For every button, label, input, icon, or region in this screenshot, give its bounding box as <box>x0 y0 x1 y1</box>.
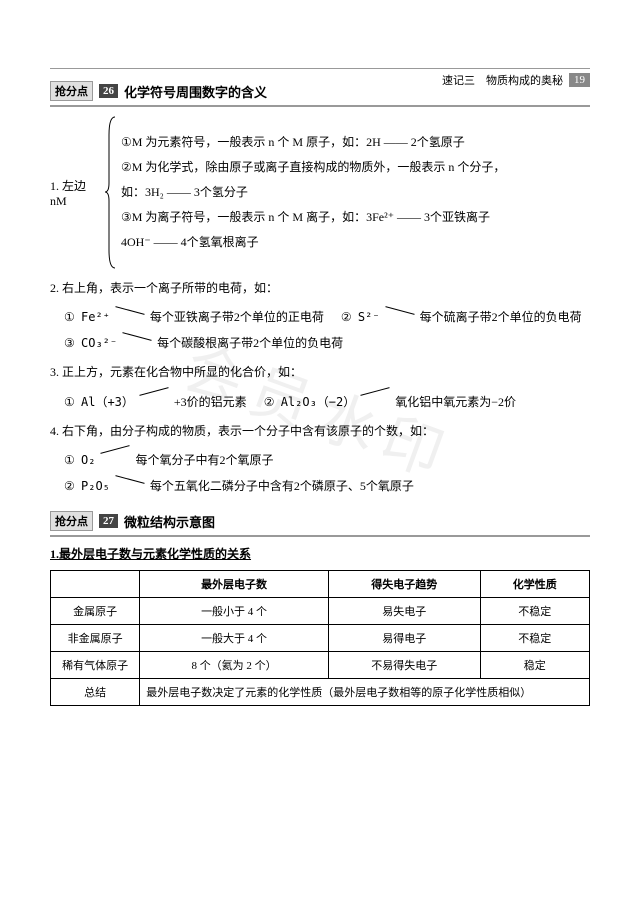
table-cell: 易得电子 <box>328 625 480 652</box>
section-27-title: 抢分点 27 微粒结构示意图 <box>50 511 590 537</box>
annot-desc: 氧化铝中氧元素为−2价 <box>395 393 516 411</box>
annot-desc: 每个氧分子中有2个氧原子 <box>135 451 273 469</box>
table-row: 金属原子 一般小于 4 个 易失电子 不稳定 <box>51 598 590 625</box>
annot-row: ② Al₂O₃（−2） 氧化铝中氧元素为−2价 <box>264 393 516 411</box>
table-header: 最外层电子数 <box>140 571 329 598</box>
brace-row: ②M 为化学式，除由原子或离子直接构成的物质外，一般表示 n 个分子， <box>121 158 590 177</box>
circ-num: ① <box>64 393 78 411</box>
table-cell: 非金属原子 <box>51 625 140 652</box>
table-cell: 稳定 <box>480 652 589 679</box>
lead-formula: CO₃²⁻ <box>81 334 117 352</box>
tag-label: 抢分点 <box>50 81 93 101</box>
table-summary-text: 最外层电子数决定了元素的化学性质（最外层电子数相等的原子化学性质相似） <box>140 679 590 706</box>
brace-row: 如：3H₂ —— 3个氢分子 <box>121 183 590 202</box>
table-header <box>51 571 140 598</box>
section-title-text: 化学符号周围数字的含义 <box>124 82 267 101</box>
table-cell: 稀有气体原子 <box>51 652 140 679</box>
annot-desc: 每个碳酸根离子带2个单位的负电荷 <box>157 334 343 352</box>
lead-formula: P₂O₅ <box>81 477 110 495</box>
annot-row: ③ CO₃²⁻ 每个碳酸根离子带2个单位的负电荷 <box>64 334 343 352</box>
table-row: 非金属原子 一般大于 4 个 易得电子 不稳定 <box>51 625 590 652</box>
table-header-row: 最外层电子数 得失电子趋势 化学性质 <box>51 571 590 598</box>
circ-num: ② <box>341 308 355 326</box>
leader-line-icon <box>139 387 168 396</box>
leader-line-icon <box>361 387 390 396</box>
circ-num: ① <box>64 308 78 326</box>
brace-row: 4OH⁻ —— 4个氢氧根离子 <box>121 233 590 252</box>
table-cell: 不稳定 <box>480 598 589 625</box>
table-header: 化学性质 <box>480 571 589 598</box>
brace-content: ①M 为元素符号，一般表示 n 个 M 原子，如：2H —— 2个氢原子 ②M … <box>117 127 590 259</box>
para-2: 2. 右上角，表示一个离子所带的电荷，如： <box>50 278 590 298</box>
annot-desc: +3价的铝元素 <box>174 393 247 411</box>
lead-formula: Al₂O₃（−2） <box>281 393 356 411</box>
annot-row: ① Al（+3） +3价的铝元素 <box>64 393 247 411</box>
annot-desc: 每个亚铁离子带2个单位的正电荷 <box>150 308 324 326</box>
brace-row: ①M 为元素符号，一般表示 n 个 M 原子，如：2H —— 2个氢原子 <box>121 133 590 152</box>
header-rule <box>50 68 590 69</box>
table-row: 稀有气体原子 8 个（氦为 2 个） 不易得失电子 稳定 <box>51 652 590 679</box>
annot-row: ① Fe²⁺ 每个亚铁离子带2个单位的正电荷 <box>64 308 324 326</box>
brace-left-label: 1. 左边 nM <box>50 177 105 209</box>
tag-number: 26 <box>99 84 118 98</box>
table-cell: 8 个（氦为 2 个） <box>140 652 329 679</box>
circ-num: ② <box>64 477 78 495</box>
table-header: 得失电子趋势 <box>328 571 480 598</box>
annot-row: ② P₂O₅ 每个五氧化二磷分子中含有2个磷原子、5个氧原子 <box>64 477 414 495</box>
table-cell: 一般小于 4 个 <box>140 598 329 625</box>
annot-desc: 每个硫离子带2个单位的负电荷 <box>420 308 582 326</box>
tag-label: 抢分点 <box>50 511 93 531</box>
table-summary-row: 总结 最外层电子数决定了元素的化学性质（最外层电子数相等的原子化学性质相似） <box>51 679 590 706</box>
leader-line-icon <box>123 333 152 342</box>
tag-number: 27 <box>99 514 118 528</box>
para-3: 3. 正上方，元素在化合物中所显的化合价，如： <box>50 362 590 382</box>
page-header: 速记三 物质构成的奥秘 19 <box>442 72 590 88</box>
table-cell: 金属原子 <box>51 598 140 625</box>
table-cell: 不稳定 <box>480 625 589 652</box>
section-title-text: 微粒结构示意图 <box>124 512 215 531</box>
subheading-1: 1.最外层电子数与元素化学性质的关系 <box>50 545 590 562</box>
table-cell: 不易得失电子 <box>328 652 480 679</box>
leader-line-icon <box>385 307 414 316</box>
electron-table: 最外层电子数 得失电子趋势 化学性质 金属原子 一般小于 4 个 易失电子 不稳… <box>50 570 590 706</box>
circ-num: ② <box>264 393 278 411</box>
leader-line-icon <box>101 445 130 454</box>
brace-row: ③M 为离子符号，一般表示 n 个 M 离子，如：3Fe²⁺ —— 3个亚铁离子 <box>121 208 590 227</box>
table-cell: 一般大于 4 个 <box>140 625 329 652</box>
annot-row: ② S²⁻ 每个硫离子带2个单位的负电荷 <box>341 308 582 326</box>
leader-line-icon <box>115 475 144 484</box>
page-number: 19 <box>569 73 590 87</box>
para-4: 4. 右下角，由分子构成的物质，表示一个分子中含有该原子的个数，如： <box>50 421 590 441</box>
lead-formula: S²⁻ <box>358 308 380 326</box>
annot-desc: 每个五氧化二磷分子中含有2个磷原子、5个氧原子 <box>150 477 414 495</box>
breadcrumb: 速记三 物质构成的奥秘 <box>442 72 563 88</box>
circ-num: ③ <box>64 334 78 352</box>
table-summary-label: 总结 <box>51 679 140 706</box>
circ-num: ① <box>64 451 78 469</box>
lead-formula: O₂ <box>81 451 95 469</box>
table-cell: 易失电子 <box>328 598 480 625</box>
lead-formula: Fe²⁺ <box>81 308 110 326</box>
annot-row: ① O₂ 每个氧分子中有2个氧原子 <box>64 451 273 469</box>
lead-formula: Al（+3） <box>81 393 134 411</box>
brace-icon <box>105 115 117 270</box>
leader-line-icon <box>115 307 144 316</box>
brace-block: 1. 左边 nM ①M 为元素符号，一般表示 n 个 M 原子，如：2H —— … <box>50 115 590 270</box>
